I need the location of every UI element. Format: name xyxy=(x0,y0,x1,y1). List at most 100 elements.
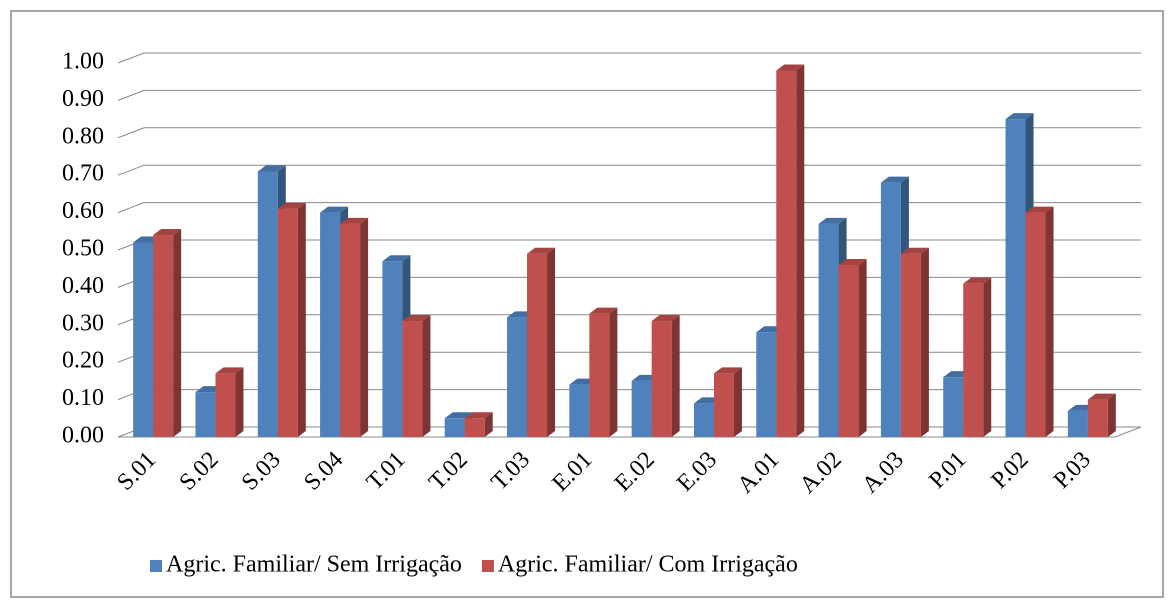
bar-top xyxy=(1087,393,1116,400)
bar-front xyxy=(1005,119,1026,437)
bar-top xyxy=(215,367,244,374)
bar-front xyxy=(277,208,298,437)
bar-top xyxy=(1005,113,1034,120)
bar xyxy=(1087,393,1116,437)
bar-front xyxy=(507,317,528,437)
bar xyxy=(464,412,493,437)
bar-top xyxy=(464,412,493,419)
bar-front xyxy=(402,321,423,437)
bar xyxy=(340,217,369,437)
bar-top xyxy=(838,258,867,265)
y-tick-label: 0.40 xyxy=(62,273,104,299)
y-tick-label: 0.80 xyxy=(62,123,104,149)
bar xyxy=(277,202,306,437)
y-tick-label: 1.00 xyxy=(62,49,104,75)
bar-top xyxy=(153,229,182,236)
bar-front xyxy=(651,321,672,437)
bar-top xyxy=(589,307,618,314)
bar-top xyxy=(818,217,847,224)
bar-top xyxy=(1025,206,1054,213)
grid-line xyxy=(117,127,1141,139)
bar-side xyxy=(1045,206,1054,437)
bar-side xyxy=(858,258,867,437)
bar-top xyxy=(277,202,306,209)
grid-line xyxy=(117,202,1141,214)
bar xyxy=(651,315,680,437)
bar-side xyxy=(484,412,493,437)
bar-side xyxy=(1107,393,1116,437)
bar-side xyxy=(360,217,369,437)
bar xyxy=(900,247,929,437)
bar-top xyxy=(402,315,431,322)
bar-front xyxy=(215,373,236,437)
legend-label: Agric. Familiar/ Com Irrigação xyxy=(498,552,798,578)
bar xyxy=(215,367,244,437)
bar-front xyxy=(818,223,839,437)
bar xyxy=(153,229,182,437)
bar xyxy=(1025,206,1054,437)
bar-top xyxy=(713,367,742,374)
grid-line xyxy=(117,164,1141,176)
bar-side xyxy=(173,229,182,437)
bar-top xyxy=(963,277,992,284)
bar-front xyxy=(693,403,714,437)
bar-front xyxy=(963,283,984,437)
y-tick-label: 0.10 xyxy=(62,385,104,411)
bar-side xyxy=(297,202,306,437)
bar-front xyxy=(257,171,278,437)
bar-front xyxy=(589,313,610,437)
bar-top xyxy=(527,247,556,254)
bar-side xyxy=(983,277,992,437)
bar-front xyxy=(1067,410,1088,437)
bar-front xyxy=(444,418,465,437)
bar-top xyxy=(900,247,929,254)
legend-label: Agric. Familiar/ Sem Irrigação xyxy=(166,552,462,578)
bar-side xyxy=(609,307,618,437)
bar-top xyxy=(340,217,369,224)
bar-front xyxy=(382,261,403,437)
bar xyxy=(776,64,805,437)
bar-front xyxy=(631,380,652,437)
bar-front xyxy=(900,253,921,437)
bar-front xyxy=(320,212,341,437)
bar xyxy=(527,247,556,437)
y-tick-label: 0.70 xyxy=(62,161,104,187)
bar-front xyxy=(133,242,154,437)
bar-side xyxy=(235,367,244,437)
bar xyxy=(402,315,431,437)
y-tick-label: 0.50 xyxy=(62,236,104,262)
bar-front xyxy=(880,182,901,437)
bar-side xyxy=(422,315,431,437)
bar-front xyxy=(756,332,777,437)
bar-top xyxy=(257,165,286,172)
y-tick-label: 0.20 xyxy=(62,348,104,374)
y-tick-label: 0.30 xyxy=(62,310,104,336)
bar xyxy=(713,367,742,437)
y-tick-label: 0.00 xyxy=(62,423,104,449)
bar-side xyxy=(796,64,805,437)
bar-front xyxy=(464,418,485,437)
bar-front xyxy=(713,373,734,437)
bar-top xyxy=(444,412,473,419)
bar-front xyxy=(1087,399,1108,437)
grid-line xyxy=(117,52,1141,64)
bar-front xyxy=(1025,212,1046,437)
bar-top xyxy=(651,315,680,322)
bar-top xyxy=(776,64,805,71)
bar-front xyxy=(776,70,797,437)
bar-front xyxy=(153,235,174,437)
bar-side xyxy=(733,367,742,437)
bar-side xyxy=(547,247,556,437)
bar-side xyxy=(671,315,680,437)
bar xyxy=(838,258,867,437)
y-tick-label: 0.90 xyxy=(62,86,104,112)
bar-front xyxy=(838,264,859,437)
legend-swatch xyxy=(150,560,162,572)
bar-side xyxy=(920,247,929,437)
bar-top xyxy=(382,255,411,262)
bar-top xyxy=(880,176,909,183)
bar-front xyxy=(527,253,548,437)
bar-front xyxy=(569,384,590,437)
bar-front xyxy=(340,223,361,437)
